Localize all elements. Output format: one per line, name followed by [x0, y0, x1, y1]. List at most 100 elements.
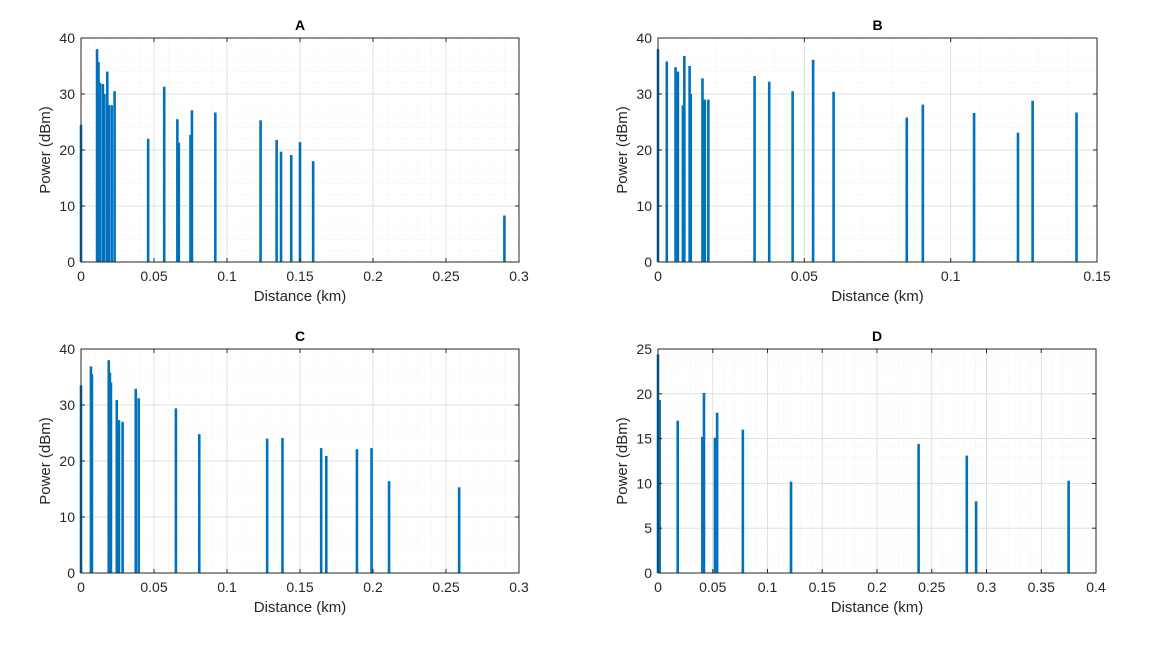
- bar: [701, 78, 704, 262]
- y-tick-label: 0: [644, 254, 652, 270]
- bar: [1031, 100, 1034, 262]
- y-axis-label: Power (dBm): [614, 106, 631, 194]
- bar: [665, 61, 669, 262]
- x-axis-label: Distance (km): [254, 288, 347, 305]
- y-tick-label: 0: [644, 565, 652, 581]
- x-tick-label: 0.15: [809, 579, 836, 595]
- y-axis-label: Power (dBm): [37, 106, 54, 194]
- x-tick-label: 0: [654, 268, 662, 284]
- bar: [289, 155, 293, 262]
- subplot-d: 0 0.05 0.1 0.15 0.2 0.25 0.3 0.35 0.4 0 5 10 15 20 25 D…: [614, 328, 1106, 616]
- bar: [715, 412, 719, 573]
- bar: [676, 71, 680, 262]
- bar: [189, 134, 192, 262]
- bar: [789, 481, 793, 573]
- x-tick-label: 0.05: [140, 268, 167, 284]
- bar-series: [79, 49, 506, 263]
- bar: [259, 120, 262, 262]
- bar: [974, 501, 978, 573]
- x-tick-label: 0.05: [140, 579, 167, 595]
- x-axis-label: Distance (km): [831, 288, 924, 305]
- y-tick-label: 0: [67, 254, 75, 270]
- x-tick-label: 0.35: [1028, 579, 1055, 595]
- bar: [905, 117, 909, 263]
- y-tick-label: 20: [59, 142, 75, 158]
- x-tick-label: 0.1: [217, 268, 237, 284]
- bar: [681, 105, 685, 262]
- bar: [676, 420, 680, 573]
- y-tick-label: 30: [636, 86, 652, 102]
- bar: [972, 113, 976, 262]
- bar: [162, 86, 166, 262]
- bar: [767, 81, 771, 263]
- bar: [265, 438, 269, 573]
- x-tick-label: 0.3: [509, 579, 529, 595]
- bar: [311, 161, 315, 262]
- bar: [741, 429, 745, 573]
- bar: [753, 76, 756, 262]
- y-tick-label: 10: [59, 198, 75, 214]
- y-tick-label: 20: [59, 453, 75, 469]
- bar: [298, 142, 302, 262]
- y-tick-label: 15: [636, 431, 652, 447]
- x-tick-label: 0.2: [363, 268, 383, 284]
- bar: [702, 392, 706, 573]
- y-tick-label: 20: [636, 386, 652, 402]
- y-tick-label: 40: [636, 30, 652, 46]
- x-tick-label: 0.1: [758, 579, 778, 595]
- bar: [457, 487, 461, 573]
- bar: [107, 105, 111, 262]
- bar: [101, 83, 105, 262]
- bar: [97, 62, 100, 262]
- y-axis-label: Power (dBm): [614, 417, 631, 505]
- chart-title: D: [872, 328, 882, 344]
- bar: [703, 99, 707, 262]
- x-tick-label: 0: [77, 579, 85, 595]
- bar: [319, 448, 323, 573]
- bar: [115, 399, 119, 573]
- x-tick-label: 0.3: [509, 268, 529, 284]
- bar: [275, 139, 278, 262]
- y-tick-label: 20: [636, 142, 652, 158]
- x-tick-label: 0.15: [286, 268, 313, 284]
- bar: [689, 94, 693, 262]
- x-tick-label: 0.05: [791, 268, 818, 284]
- bar: [701, 436, 704, 573]
- bar: [95, 49, 99, 263]
- x-axis-label: Distance (km): [831, 599, 924, 616]
- x-tick-label: 0.15: [1083, 268, 1110, 284]
- bar: [965, 455, 969, 573]
- x-tick-label: 0.3: [977, 579, 997, 595]
- bar: [113, 91, 116, 262]
- x-tick-label: 0.25: [918, 579, 945, 595]
- y-tick-label: 10: [636, 198, 652, 214]
- bar: [917, 443, 920, 573]
- y-tick-label: 5: [644, 520, 652, 536]
- x-tick-label: 0: [77, 268, 85, 284]
- bar: [98, 82, 102, 262]
- y-tick-label: 30: [59, 86, 75, 102]
- bar: [355, 449, 359, 573]
- bar: [110, 105, 113, 262]
- bar: [103, 94, 106, 262]
- bar: [387, 481, 391, 573]
- grid: [80, 37, 520, 263]
- y-tick-label: 10: [636, 475, 652, 491]
- x-tick-label: 0.25: [432, 268, 459, 284]
- bar: [324, 455, 328, 573]
- chart-title: B: [872, 17, 882, 33]
- bar: [674, 67, 677, 263]
- bar: [1016, 132, 1020, 262]
- bar: [134, 388, 138, 573]
- bar: [1075, 112, 1078, 262]
- bar: [137, 398, 140, 573]
- x-tick-label: 0.1: [941, 268, 961, 284]
- y-tick-label: 40: [59, 30, 75, 46]
- y-axis-label: Power (dBm): [37, 417, 54, 505]
- bar: [713, 437, 717, 573]
- chart-title: C: [295, 328, 305, 344]
- bar: [707, 99, 710, 262]
- x-tick-label: 0.4: [1086, 579, 1106, 595]
- bar: [370, 448, 373, 573]
- bar: [109, 382, 113, 573]
